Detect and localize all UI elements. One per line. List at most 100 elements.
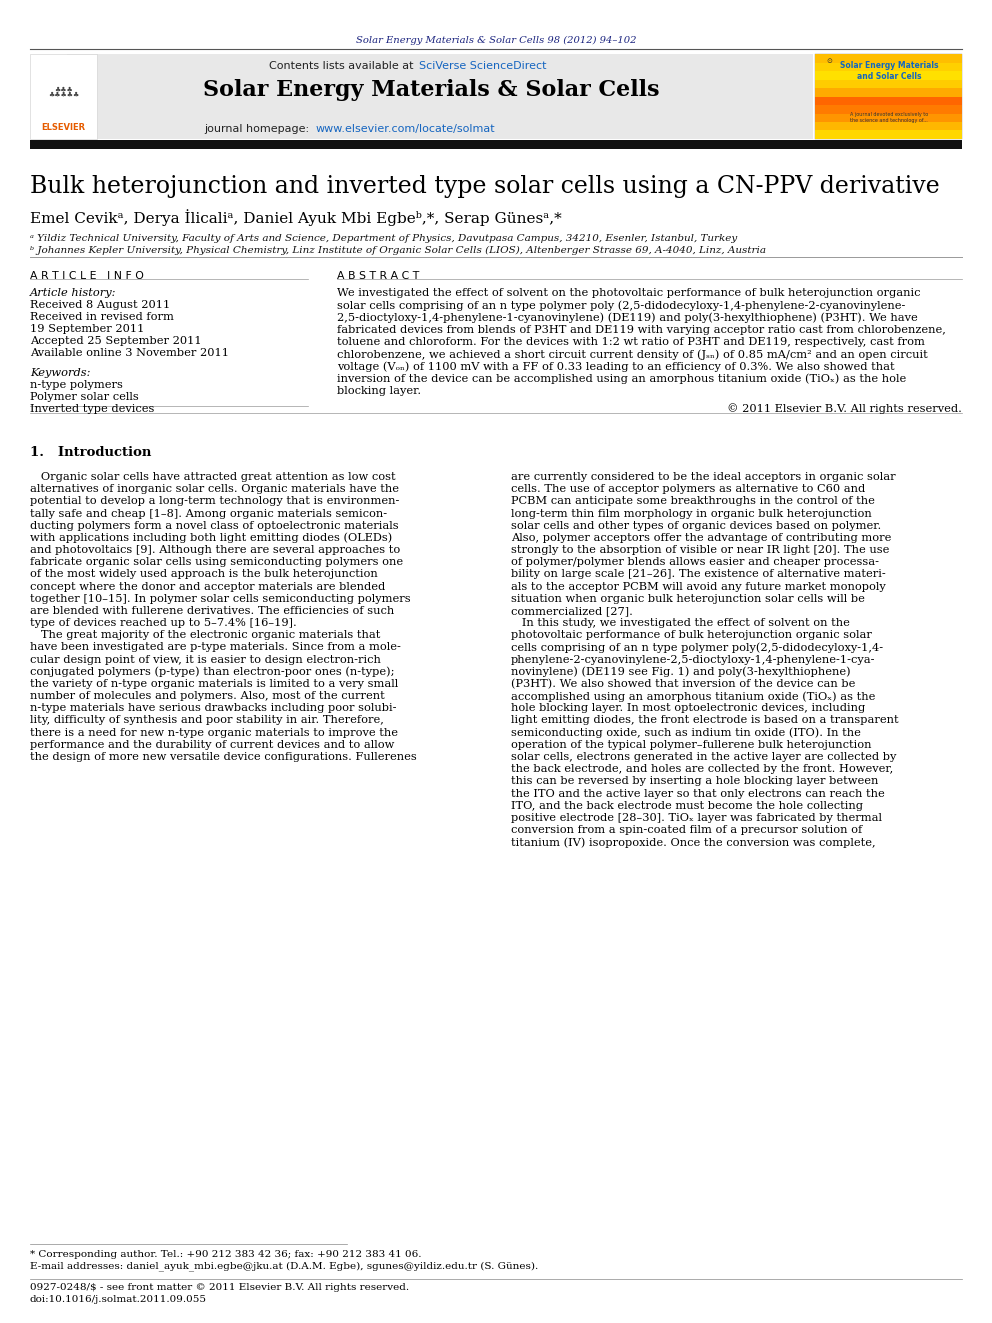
Text: Received in revised form: Received in revised form [30, 312, 174, 323]
Text: Article history:: Article history: [30, 288, 116, 299]
Text: the design of more new versatile device configurations. Fullerenes: the design of more new versatile device … [30, 751, 417, 762]
Text: conjugated polymers (p-type) than electron-poor ones (n-type);: conjugated polymers (p-type) than electr… [30, 667, 394, 677]
Text: titanium (IV) isopropoxide. Once the conversion was complete,: titanium (IV) isopropoxide. Once the con… [511, 837, 876, 848]
Text: solar cells and other types of organic devices based on polymer.: solar cells and other types of organic d… [511, 521, 881, 531]
Text: doi:10.1016/j.solmat.2011.09.055: doi:10.1016/j.solmat.2011.09.055 [30, 1295, 206, 1304]
Text: alternatives of inorganic solar cells. Organic materials have the: alternatives of inorganic solar cells. O… [30, 484, 399, 495]
Text: fabricate organic solar cells using semiconducting polymers one: fabricate organic solar cells using semi… [30, 557, 403, 568]
Text: lity, difficulty of synthesis and poor stability in air. Therefore,: lity, difficulty of synthesis and poor s… [30, 716, 384, 725]
Text: ELSEVIER: ELSEVIER [42, 123, 85, 131]
Text: and photovoltaics [9]. Although there are several approaches to: and photovoltaics [9]. Although there ar… [30, 545, 400, 556]
Text: performance and the durability of current devices and to allow: performance and the durability of curren… [30, 740, 394, 750]
Text: the ITO and the active layer so that only electrons can reach the: the ITO and the active layer so that onl… [511, 789, 885, 799]
Text: A journal devoted exclusively to
the science and technology of...: A journal devoted exclusively to the sci… [850, 112, 928, 123]
Text: We investigated the effect of solvent on the photovoltaic performance of bulk he: We investigated the effect of solvent on… [337, 288, 921, 299]
Text: together [10–15]. In polymer solar cells semiconducting polymers: together [10–15]. In polymer solar cells… [30, 594, 411, 603]
Text: there is a need for new n-type organic materials to improve the: there is a need for new n-type organic m… [30, 728, 398, 738]
Text: long-term thin film morphology in organic bulk heterojunction: long-term thin film morphology in organi… [511, 508, 872, 519]
Text: concept where the donor and acceptor materials are blended: concept where the donor and acceptor mat… [30, 582, 385, 591]
Text: voltage (Vₒₙ) of 1100 mV with a FF of 0.33 leading to an efficiency of 0.3%. We : voltage (Vₒₙ) of 1100 mV with a FF of 0.… [337, 361, 895, 372]
Text: of polymer/polymer blends allows easier and cheaper processa-: of polymer/polymer blends allows easier … [511, 557, 879, 568]
Text: ⊙: ⊙ [826, 58, 832, 65]
Text: tally safe and cheap [1–8]. Among organic materials semicon-: tally safe and cheap [1–8]. Among organi… [30, 508, 387, 519]
Text: conversion from a spin-coated film of a precursor solution of: conversion from a spin-coated film of a … [511, 826, 862, 835]
FancyBboxPatch shape [30, 54, 97, 139]
FancyBboxPatch shape [815, 54, 962, 62]
Text: Solar Energy Materials & Solar Cells 98 (2012) 94–102: Solar Energy Materials & Solar Cells 98 … [356, 36, 636, 45]
Text: PCBM can anticipate some breakthroughs in the control of the: PCBM can anticipate some breakthroughs i… [511, 496, 875, 507]
Text: als to the acceptor PCBM will avoid any future market monopoly: als to the acceptor PCBM will avoid any … [511, 582, 886, 591]
Text: ♣♣♣
♣♣♣♣♣: ♣♣♣ ♣♣♣♣♣ [48, 87, 79, 98]
Text: Emel Cevikᵃ, Derya İlicaliᵃ, Daniel Ayuk Mbi Egbeᵇ,*, Serap Günesᵃ,*: Emel Cevikᵃ, Derya İlicaliᵃ, Daniel Ayuk… [30, 209, 561, 226]
Text: 0927-0248/$ - see front matter © 2011 Elsevier B.V. All rights reserved.: 0927-0248/$ - see front matter © 2011 El… [30, 1283, 409, 1293]
Text: strongly to the absorption of visible or near IR light [20]. The use: strongly to the absorption of visible or… [511, 545, 889, 556]
Text: inversion of the device can be accomplished using an amorphous titanium oxide (T: inversion of the device can be accomplis… [337, 373, 907, 384]
Text: A B S T R A C T: A B S T R A C T [337, 271, 420, 282]
Text: Bulk heterojunction and inverted type solar cells using a CN-PPV derivative: Bulk heterojunction and inverted type so… [30, 175, 939, 197]
Text: the back electrode, and holes are collected by the front. However,: the back electrode, and holes are collec… [511, 765, 893, 774]
Text: n-type polymers: n-type polymers [30, 380, 123, 390]
Text: journal homepage:: journal homepage: [203, 124, 312, 135]
Text: ITO, and the back electrode must become the hole collecting: ITO, and the back electrode must become … [511, 800, 863, 811]
FancyBboxPatch shape [815, 122, 962, 131]
Text: Available online 3 November 2011: Available online 3 November 2011 [30, 348, 229, 359]
Text: semiconducting oxide, such as indium tin oxide (ITO). In the: semiconducting oxide, such as indium tin… [511, 728, 861, 738]
Text: © 2011 Elsevier B.V. All rights reserved.: © 2011 Elsevier B.V. All rights reserved… [727, 404, 962, 414]
Text: chlorobenzene, we achieved a short circuit current density of (Jₛₙ) of 0.85 mA/c: chlorobenzene, we achieved a short circu… [337, 349, 929, 360]
Text: Solar Energy Materials & Solar Cells: Solar Energy Materials & Solar Cells [203, 79, 660, 102]
Text: 2,5-dioctyloxy-1,4-phenylene-1-cyanovinylene) (DE119) and poly(3-hexylthiophene): 2,5-dioctyloxy-1,4-phenylene-1-cyanoviny… [337, 312, 918, 323]
FancyBboxPatch shape [815, 62, 962, 71]
Text: 1.   Introduction: 1. Introduction [30, 446, 151, 459]
FancyBboxPatch shape [815, 131, 962, 139]
Text: www.elsevier.com/locate/solmat: www.elsevier.com/locate/solmat [315, 124, 495, 135]
Text: n-type materials have serious drawbacks including poor solubi-: n-type materials have serious drawbacks … [30, 704, 396, 713]
Text: have been investigated are p-type materials. Since from a mole-: have been investigated are p-type materi… [30, 643, 401, 652]
Text: fabricated devices from blends of P3HT and DE119 with varying acceptor ratio cas: fabricated devices from blends of P3HT a… [337, 325, 946, 335]
Text: Accepted 25 September 2011: Accepted 25 September 2011 [30, 336, 201, 347]
Text: operation of the typical polymer–fullerene bulk heterojunction: operation of the typical polymer–fullere… [511, 740, 871, 750]
Text: the variety of n-type organic materials is limited to a very small: the variety of n-type organic materials … [30, 679, 398, 689]
Text: bility on large scale [21–26]. The existence of alternative materi-: bility on large scale [21–26]. The exist… [511, 569, 886, 579]
Text: are blended with fullerene derivatives. The efficiencies of such: are blended with fullerene derivatives. … [30, 606, 394, 617]
Text: cells. The use of acceptor polymers as alternative to C60 and: cells. The use of acceptor polymers as a… [511, 484, 865, 495]
Text: solar cells comprising of an n type polymer poly (2,5-didodecyloxy-1,4-phenylene: solar cells comprising of an n type poly… [337, 300, 906, 311]
Text: of the most widely used approach is the bulk heterojunction: of the most widely used approach is the … [30, 569, 378, 579]
Text: Also, polymer acceptors offer the advantage of contributing more: Also, polymer acceptors offer the advant… [511, 533, 891, 542]
FancyBboxPatch shape [815, 97, 962, 105]
Text: accomplished using an amorphous titanium oxide (TiOₓ) as the: accomplished using an amorphous titanium… [511, 691, 875, 701]
Text: cells comprising of an n type polymer poly(2,5-didodecyloxy-1,4-: cells comprising of an n type polymer po… [511, 643, 883, 654]
FancyBboxPatch shape [67, 54, 813, 139]
FancyBboxPatch shape [815, 89, 962, 97]
Text: * Corresponding author. Tel.: +90 212 383 42 36; fax: +90 212 383 41 06.: * Corresponding author. Tel.: +90 212 38… [30, 1250, 422, 1259]
Text: photovoltaic performance of bulk heterojunction organic solar: photovoltaic performance of bulk heteroj… [511, 630, 872, 640]
Text: Contents lists available at: Contents lists available at [269, 61, 417, 71]
Text: Inverted type devices: Inverted type devices [30, 404, 154, 414]
Text: Solar Energy Materials
and Solar Cells: Solar Energy Materials and Solar Cells [839, 61, 938, 81]
Text: ᵃ Yildiz Technical University, Faculty of Arts and Science, Department of Physic: ᵃ Yildiz Technical University, Faculty o… [30, 234, 737, 243]
FancyBboxPatch shape [815, 54, 962, 139]
FancyBboxPatch shape [815, 114, 962, 122]
Text: A R T I C L E   I N F O: A R T I C L E I N F O [30, 271, 144, 282]
Text: cular design point of view, it is easier to design electron-rich: cular design point of view, it is easier… [30, 655, 381, 664]
Text: type of devices reached up to 5–7.4% [16–19].: type of devices reached up to 5–7.4% [16… [30, 618, 297, 628]
Text: positive electrode [28–30]. TiOₓ layer was fabricated by thermal: positive electrode [28–30]. TiOₓ layer w… [511, 812, 882, 823]
FancyBboxPatch shape [30, 140, 962, 149]
Text: situation when organic bulk heterojunction solar cells will be: situation when organic bulk heterojuncti… [511, 594, 865, 603]
Text: Received 8 August 2011: Received 8 August 2011 [30, 300, 170, 311]
Text: this can be reversed by inserting a hole blocking layer between: this can be reversed by inserting a hole… [511, 777, 878, 786]
Text: blocking layer.: blocking layer. [337, 386, 422, 396]
Text: E-mail addresses: daniel_ayuk_mbi.egbe@jku.at (D.A.M. Egbe), sgunes@yildiz.edu.t: E-mail addresses: daniel_ayuk_mbi.egbe@j… [30, 1261, 538, 1270]
Text: light emitting diodes, the front electrode is based on a transparent: light emitting diodes, the front electro… [511, 716, 899, 725]
Text: toluene and chloroform. For the devices with 1:2 wt ratio of P3HT and DE119, res: toluene and chloroform. For the devices … [337, 337, 926, 347]
Text: potential to develop a long-term technology that is environmen-: potential to develop a long-term technol… [30, 496, 399, 507]
Text: Keywords:: Keywords: [30, 368, 90, 378]
Text: phenylene-2-cyanovinylene-2,5-dioctyloxy-1,4-phenylene-1-cya-: phenylene-2-cyanovinylene-2,5-dioctyloxy… [511, 655, 875, 664]
Text: ducting polymers form a novel class of optoelectronic materials: ducting polymers form a novel class of o… [30, 521, 399, 531]
Text: with applications including both light emitting diodes (OLEDs): with applications including both light e… [30, 533, 392, 544]
Text: commercialized [27].: commercialized [27]. [511, 606, 633, 617]
Text: Organic solar cells have attracted great attention as low cost: Organic solar cells have attracted great… [30, 472, 396, 482]
Text: hole blocking layer. In most optoelectronic devices, including: hole blocking layer. In most optoelectro… [511, 704, 865, 713]
Text: SciVerse ScienceDirect: SciVerse ScienceDirect [419, 61, 547, 71]
Text: Polymer solar cells: Polymer solar cells [30, 392, 139, 402]
Text: ᵇ Johannes Kepler University, Physical Chemistry, Linz Institute of Organic Sola: ᵇ Johannes Kepler University, Physical C… [30, 246, 766, 255]
